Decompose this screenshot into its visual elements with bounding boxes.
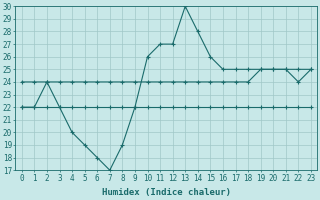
X-axis label: Humidex (Indice chaleur): Humidex (Indice chaleur) xyxy=(102,188,231,197)
